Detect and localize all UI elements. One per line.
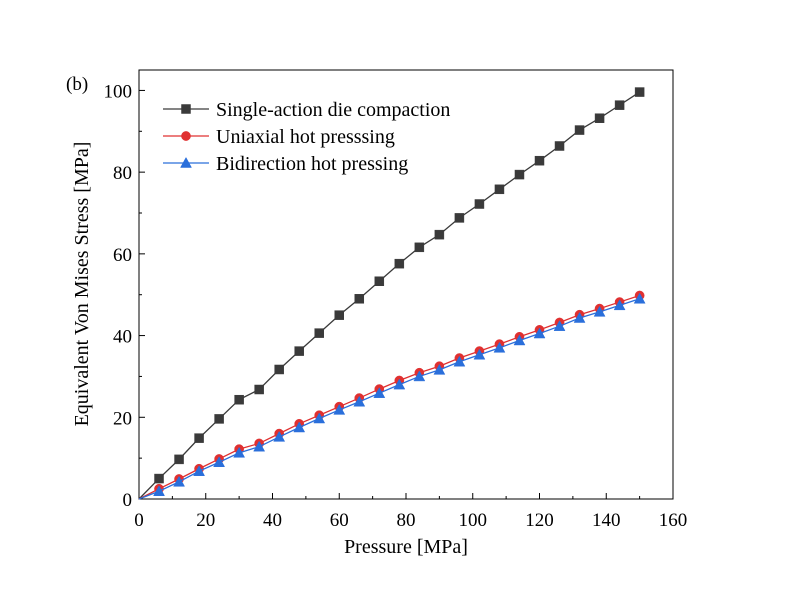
y-tick-label: 0 [123, 490, 133, 511]
x-tick-label: 80 [397, 510, 416, 531]
data-point [394, 258, 405, 269]
data-point [413, 370, 426, 382]
data-point [213, 456, 226, 467]
data-point [334, 310, 344, 320]
data-point [153, 485, 165, 496]
data-point [214, 414, 224, 424]
data-point [514, 169, 525, 180]
legend-label: Bidirection hot pressing [216, 153, 408, 175]
series-1 [138, 87, 645, 500]
data-point [174, 454, 184, 465]
data-point [633, 292, 646, 304]
data-point [613, 299, 626, 311]
legend-item-2: Uniaxial hot presssing [163, 126, 395, 148]
x-tick-label: 40 [263, 510, 282, 531]
x-axis-title: Pressure [MPa] [344, 536, 468, 558]
data-point [193, 465, 205, 476]
series-line [138, 294, 640, 500]
x-tick-label: 160 [659, 510, 688, 531]
y-tick-label: 20 [113, 408, 132, 429]
legend-label: Uniaxial hot presssing [216, 126, 395, 148]
legend-item-3: Bidirection hot pressing [163, 153, 408, 175]
axes: 0 20 40 60 80 100 120 140 160 0 20 40 60 80 100 [104, 69, 688, 531]
data-point [594, 113, 605, 123]
data-point [373, 387, 386, 398]
data-point [534, 155, 545, 166]
legend-marker [180, 156, 192, 168]
legend-label: Single-action die compaction [216, 99, 450, 121]
data-point [553, 320, 566, 331]
x-tick-label: 20 [196, 510, 215, 531]
x-tick-label: 140 [592, 510, 621, 531]
data-point [393, 378, 406, 390]
data-point [554, 141, 565, 151]
x-tick-label: 0 [134, 510, 144, 531]
data-point [353, 395, 366, 407]
y-tick-label: 40 [113, 327, 132, 348]
data-point [234, 394, 244, 405]
data-point [253, 440, 266, 452]
series-layer [138, 87, 646, 500]
legend-item-1: Single-action die compaction [163, 99, 450, 121]
y-tick-label: 80 [113, 163, 132, 184]
data-point [454, 213, 465, 223]
data-point [473, 348, 486, 360]
data-point [634, 87, 645, 97]
data-point [494, 184, 505, 195]
legend: Single-action die compaction Uniaxial hot… [163, 99, 450, 175]
data-point [274, 364, 284, 375]
data-point [194, 433, 204, 443]
data-point [614, 100, 625, 110]
data-point [414, 242, 425, 253]
data-point [314, 328, 324, 338]
data-point [573, 311, 586, 323]
x-tick-label: 60 [330, 510, 349, 531]
data-point [593, 305, 606, 317]
data-point [333, 403, 346, 415]
data-point [574, 125, 585, 135]
data-point [493, 341, 506, 353]
data-point [313, 412, 326, 424]
data-point [273, 430, 286, 442]
data-point [453, 355, 466, 367]
data-point [474, 199, 485, 209]
data-point [374, 276, 385, 286]
x-tick-label: 100 [459, 510, 488, 531]
data-point [173, 475, 185, 487]
y-tick-label: 100 [104, 81, 133, 102]
panel-label: (b) [66, 74, 88, 95]
series-3 [138, 292, 646, 500]
legend-marker [181, 104, 191, 114]
y-tick-label: 60 [113, 245, 132, 266]
series-line [138, 298, 640, 500]
data-point [533, 327, 546, 339]
y-axis-title: Equivalent Von Mises Stress [MPa] [71, 142, 93, 427]
data-point [513, 334, 526, 346]
data-point [233, 446, 246, 458]
data-point [293, 421, 306, 433]
data-point [434, 229, 445, 240]
data-point [433, 363, 446, 375]
data-point [294, 346, 304, 356]
data-point [254, 384, 264, 395]
legend-marker [181, 131, 191, 141]
data-point [354, 294, 365, 304]
x-tick-label: 120 [525, 510, 554, 531]
data-point [154, 473, 164, 484]
